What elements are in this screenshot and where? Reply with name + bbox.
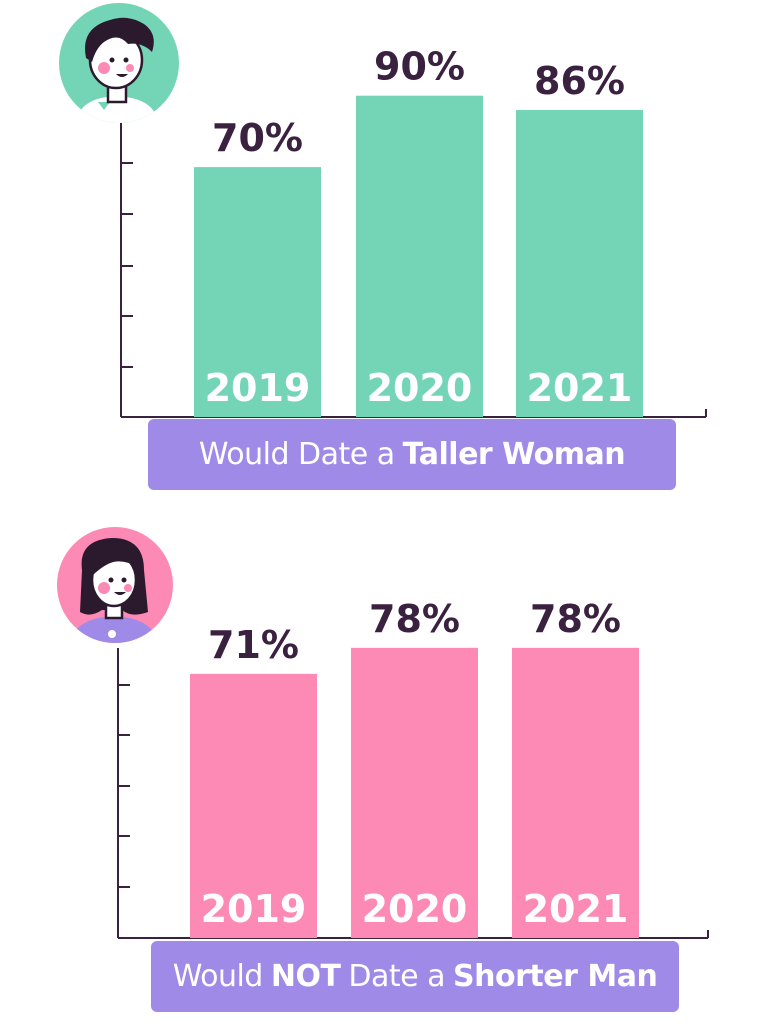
category-label-2020: 2020	[362, 887, 468, 931]
caption-text: Date a	[348, 959, 446, 994]
woman-avatar-icon	[57, 527, 173, 643]
value-label-2021: 78%	[530, 597, 621, 641]
caption-emphasis: Taller Woman	[402, 437, 626, 472]
value-label-2020: 90%	[374, 45, 465, 89]
category-label-2021: 2021	[523, 887, 629, 931]
bar-2021	[512, 647, 639, 938]
value-label-2020: 78%	[369, 597, 460, 641]
value-label-2021: 86%	[534, 59, 625, 103]
category-label-2019: 2019	[205, 366, 311, 410]
bar-2020	[351, 647, 478, 938]
caption-emphasis: Shorter Man	[453, 959, 658, 994]
chart-caption: Would NOT Date a Shorter Man	[151, 941, 679, 1012]
category-label-2021: 2021	[527, 366, 633, 410]
chart-panel-taller-woman: 70% 2019 90% 2020 86% 2021 Would Date a Taller…	[0, 0, 768, 500]
category-label-2020: 2020	[367, 366, 473, 410]
bar-2019	[194, 167, 321, 417]
value-label-2019: 71%	[208, 623, 299, 667]
category-label-2019: 2019	[201, 887, 307, 931]
value-label-2019: 70%	[212, 116, 303, 160]
caption-emphasis: NOT	[270, 959, 341, 994]
bar-2020	[356, 95, 483, 417]
bar-chart-taller-woman: 70% 2019 90% 2020 86% 2021	[120, 45, 707, 418]
bar-2019	[190, 673, 317, 938]
caption-text: Would	[172, 959, 264, 994]
bar-chart-shorter-man: 71% 2019 78% 2020 78% 2021	[117, 597, 709, 939]
chart-panel-shorter-man: 71% 2019 78% 2020 78% 2021 Would NOT Date a Shor…	[0, 520, 768, 1024]
caption-text: Would Date a	[198, 437, 395, 472]
chart-caption: Would Date a Taller Woman	[148, 419, 676, 490]
bar-2021	[516, 109, 643, 417]
man-avatar-icon	[59, 3, 179, 123]
